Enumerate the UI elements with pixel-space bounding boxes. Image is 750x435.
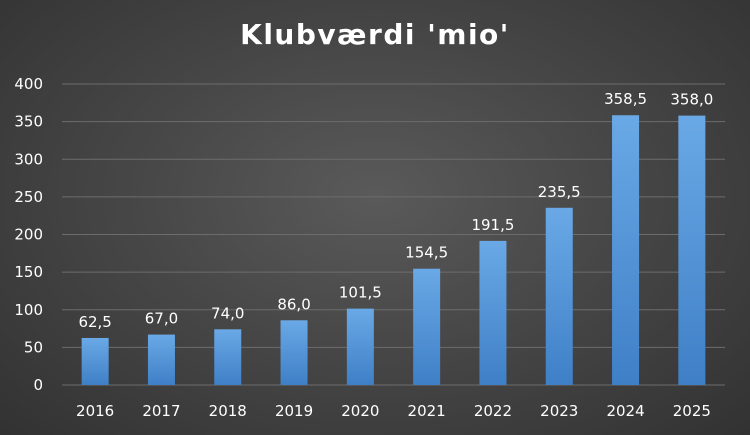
y-tick-label: 350 bbox=[14, 113, 43, 131]
bar-2016 bbox=[81, 337, 109, 385]
y-tick-label: 0 bbox=[33, 376, 43, 394]
bar-2020 bbox=[346, 308, 374, 385]
data-label-2019: 86,0 bbox=[277, 295, 310, 313]
y-tick-label: 250 bbox=[14, 188, 43, 206]
x-tick-label: 2025 bbox=[673, 402, 711, 420]
x-tick-label: 2016 bbox=[76, 402, 114, 420]
data-label-2018: 74,0 bbox=[211, 304, 244, 322]
data-label-2025: 358,0 bbox=[670, 91, 713, 109]
y-tick-label: 400 bbox=[14, 75, 43, 93]
bar-2019 bbox=[280, 320, 308, 385]
bar-2024 bbox=[612, 115, 640, 385]
y-tick-label: 150 bbox=[14, 263, 43, 281]
x-tick-label: 2019 bbox=[275, 402, 313, 420]
x-tick-label: 2021 bbox=[408, 402, 446, 420]
x-tick-label: 2024 bbox=[606, 402, 644, 420]
y-tick-label: 200 bbox=[14, 226, 43, 244]
chart-title: Klubværdi 'mio' bbox=[240, 18, 510, 51]
y-tick-label: 50 bbox=[24, 338, 43, 356]
data-label-2017: 67,0 bbox=[145, 310, 178, 328]
data-label-2021: 154,5 bbox=[405, 244, 448, 262]
x-tick-label: 2022 bbox=[474, 402, 512, 420]
bar-2023 bbox=[545, 207, 573, 385]
bar-2022 bbox=[479, 240, 507, 385]
x-tick-label: 2020 bbox=[341, 402, 379, 420]
data-label-2016: 62,5 bbox=[78, 313, 111, 331]
bar-2025 bbox=[678, 115, 706, 385]
y-tick-label: 300 bbox=[14, 150, 43, 168]
data-label-2020: 101,5 bbox=[339, 284, 382, 302]
bar-2017 bbox=[147, 334, 175, 385]
y-tick-label: 100 bbox=[14, 301, 43, 319]
x-tick-label: 2023 bbox=[540, 402, 578, 420]
data-label-2022: 191,5 bbox=[471, 216, 514, 234]
x-tick-label: 2017 bbox=[142, 402, 180, 420]
data-label-2024: 358,5 bbox=[604, 90, 647, 108]
bar-2018 bbox=[214, 329, 242, 385]
bar-2021 bbox=[413, 268, 441, 385]
x-tick-label: 2018 bbox=[209, 402, 247, 420]
data-label-2023: 235,5 bbox=[538, 183, 581, 201]
